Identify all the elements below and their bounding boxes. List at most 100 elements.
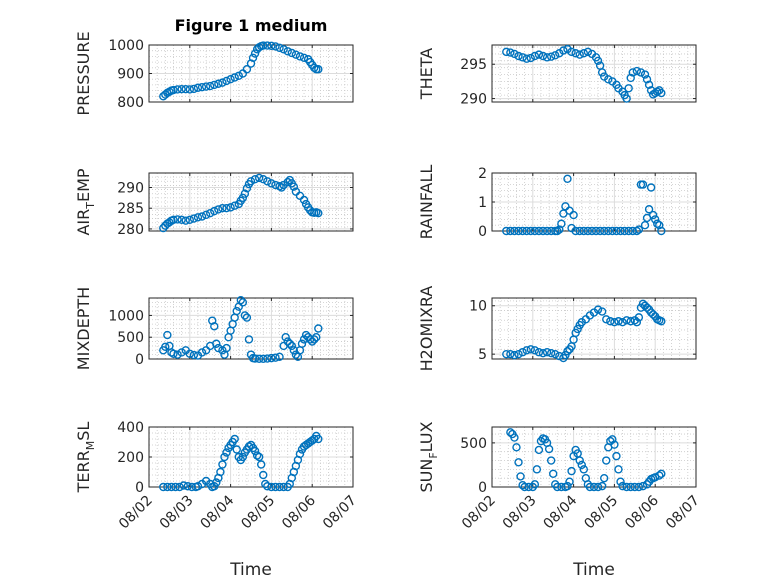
data-point bbox=[651, 215, 660, 224]
data-point bbox=[616, 226, 625, 236]
data-point bbox=[159, 482, 168, 492]
data-point bbox=[657, 226, 666, 236]
data-point bbox=[252, 451, 262, 460]
data-point bbox=[569, 210, 578, 220]
data-point bbox=[653, 219, 662, 228]
data-point bbox=[214, 79, 223, 88]
data-point bbox=[571, 49, 580, 58]
data-point bbox=[185, 349, 195, 358]
data-point bbox=[657, 469, 666, 478]
data-point bbox=[514, 458, 523, 467]
data-point bbox=[193, 83, 203, 92]
data-point bbox=[310, 335, 319, 344]
data-point bbox=[618, 481, 627, 491]
data-point bbox=[163, 482, 172, 492]
data-point bbox=[181, 84, 190, 94]
data-point bbox=[222, 204, 231, 213]
data-point bbox=[522, 226, 531, 236]
data-point bbox=[614, 317, 623, 326]
data-point bbox=[310, 63, 319, 73]
data-point bbox=[514, 51, 523, 61]
subplot-airtemp: 280 285 290 AIRTEMP bbox=[74, 168, 354, 238]
data-point bbox=[538, 226, 548, 236]
data-point bbox=[177, 348, 186, 357]
data-point bbox=[283, 177, 292, 187]
data-point bbox=[612, 226, 621, 236]
data-series bbox=[159, 173, 323, 233]
data-point bbox=[563, 481, 572, 491]
data-point bbox=[563, 347, 572, 356]
data-point bbox=[173, 215, 182, 224]
data-point bbox=[267, 353, 276, 363]
data-point bbox=[520, 482, 529, 492]
data-point bbox=[267, 179, 276, 188]
data-point bbox=[295, 52, 305, 61]
data-point bbox=[575, 456, 584, 465]
data-point bbox=[314, 208, 323, 218]
data-point bbox=[189, 350, 199, 360]
data-point bbox=[259, 354, 268, 363]
data-point bbox=[314, 65, 323, 74]
data-point bbox=[512, 443, 521, 452]
y-axis-label: THETA bbox=[417, 48, 436, 100]
data-point bbox=[555, 351, 564, 361]
data-point bbox=[220, 452, 229, 462]
data-point bbox=[634, 313, 644, 322]
data-point bbox=[263, 354, 272, 363]
data-point bbox=[638, 481, 648, 491]
data-point bbox=[299, 53, 309, 63]
data-point bbox=[205, 208, 215, 218]
data-point bbox=[604, 226, 613, 236]
data-point bbox=[557, 219, 566, 228]
data-point bbox=[602, 456, 611, 465]
data-point bbox=[234, 71, 243, 80]
data-series bbox=[502, 44, 666, 103]
data-point bbox=[626, 317, 635, 326]
data-point bbox=[606, 317, 615, 326]
data-point bbox=[516, 472, 525, 481]
data-point bbox=[502, 47, 511, 57]
data-point bbox=[608, 435, 617, 444]
data-point bbox=[642, 75, 652, 84]
data-point bbox=[579, 465, 588, 474]
data-point bbox=[626, 73, 635, 83]
subplot-mixdepth: 0 500 1000 MIXDEPTH bbox=[74, 287, 354, 370]
data-point bbox=[600, 226, 609, 236]
y-tick-label: 280 bbox=[117, 222, 144, 238]
subplot-pressure: 800 900 1000 PRESSURE bbox=[74, 31, 354, 116]
axes-box bbox=[491, 44, 697, 103]
data-point bbox=[563, 174, 572, 184]
data-point bbox=[201, 210, 211, 220]
data-point bbox=[212, 478, 221, 487]
data-point bbox=[271, 42, 280, 51]
y-tick-label: 500 bbox=[460, 436, 487, 452]
data-point bbox=[214, 205, 223, 214]
data-point bbox=[250, 354, 260, 363]
data-point bbox=[534, 348, 544, 357]
data-point bbox=[244, 335, 254, 344]
data-point bbox=[212, 339, 221, 348]
data-point bbox=[644, 205, 654, 214]
data-point bbox=[281, 333, 290, 342]
data-point bbox=[522, 346, 531, 355]
data-point bbox=[193, 482, 203, 491]
data-point bbox=[657, 317, 666, 326]
data-point bbox=[593, 482, 603, 492]
data-point bbox=[171, 482, 180, 492]
data-point bbox=[287, 341, 296, 351]
data-point bbox=[632, 318, 642, 327]
data-point bbox=[167, 482, 176, 492]
y-tick-label: 1000 bbox=[108, 308, 144, 324]
data-point bbox=[173, 350, 182, 359]
data-point bbox=[297, 339, 307, 348]
data-point bbox=[518, 53, 527, 62]
data-point bbox=[250, 49, 260, 58]
data-point bbox=[616, 477, 625, 486]
data-point bbox=[589, 482, 599, 492]
data-point bbox=[549, 469, 558, 478]
data-point bbox=[534, 445, 544, 455]
data-point bbox=[506, 48, 515, 57]
data-point bbox=[187, 482, 197, 492]
data-point bbox=[299, 195, 309, 205]
data-point bbox=[254, 452, 264, 462]
